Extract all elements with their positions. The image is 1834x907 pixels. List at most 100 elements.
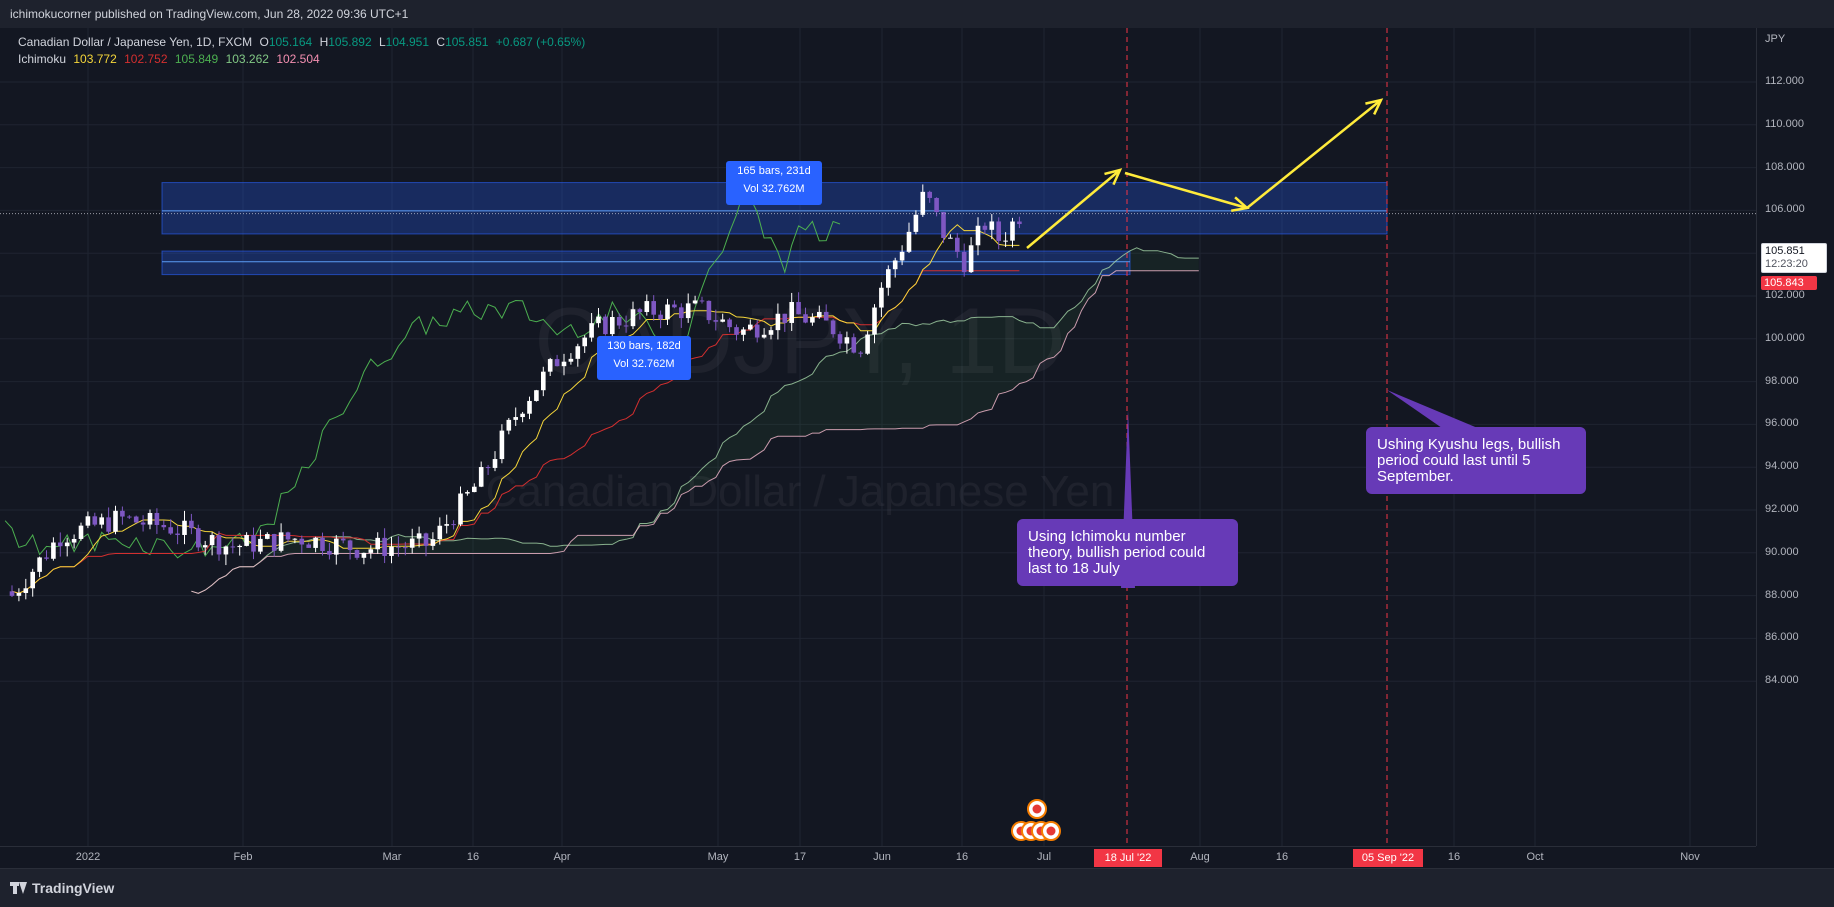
published-header: ichimokucorner published on TradingView.… [0,0,1834,28]
candle-body [554,359,560,367]
price-tick-label: 98.000 [1765,374,1799,387]
candle-body [382,537,387,556]
candle-body [948,237,953,239]
candle-body [78,525,84,539]
candle-body [182,520,187,535]
candle-body [196,528,201,548]
candle-body [913,214,919,232]
candle-body [389,546,394,556]
candle-body [354,550,360,558]
ohlc-close-value: 105.851 [445,35,489,49]
economic-events-icons [1011,799,1061,841]
candle-body [568,358,574,362]
tradingview-brand[interactable]: TradingView [32,880,115,896]
candle-body [334,538,339,555]
candle-body [775,313,781,331]
chikou-span-line [4,191,841,559]
arrow-up-1 [1026,168,1123,249]
ohlc-close: C105.851 [436,35,488,49]
candle-body [106,517,111,532]
candle-body [823,311,829,321]
candle-body [202,545,208,548]
candle-body [941,212,946,238]
candle-body [1017,221,1022,225]
current-price-tag: 105.851 12:23:20 [1761,243,1827,273]
currency-label: JPY [1765,33,1786,45]
price-tick-label: 106.000 [1765,203,1805,216]
candle-body [899,251,905,261]
candle-body [968,245,974,273]
candle-body [810,317,815,323]
candle-body [168,527,173,534]
price-tick-label: 94.000 [1765,460,1799,473]
senkou-span-a-line [191,247,1199,594]
candle-body [906,231,912,252]
candle-body [209,535,215,546]
candle-body [127,516,132,518]
ohlc-low-value: 104.951 [385,35,430,49]
symbol-title[interactable]: Canadian Dollar / Japanese Yen, 1D, FXCM [18,35,253,49]
candle-body [347,540,353,551]
candle-body [706,300,712,321]
indicator-value-tenkan: 103.772 [73,52,117,66]
candle-body [251,535,256,552]
candle-body [16,593,22,596]
ohlc-open-value: 105.164 [268,35,313,49]
time-tick-label: May [707,851,729,863]
candle-body [589,323,594,338]
time-tick-label: Feb [233,851,253,863]
indicator-name[interactable]: Ichimoku [18,52,67,66]
ohlc-high: H105.892 [320,35,372,49]
candle-body [58,542,63,547]
candle-body [830,320,836,335]
candle-body [444,524,449,526]
candle-body [541,371,546,391]
measure-label-130[interactable]: 130 bars, 182d Vol 32.762M [597,336,691,380]
bar-countdown: 12:23:20 [1765,258,1808,270]
candle-body [423,533,429,546]
candle-body [858,352,863,354]
price-tick-label: 86.000 [1765,631,1799,644]
candle-body [278,532,284,551]
candle-body [64,542,70,547]
candle-body [437,525,443,540]
candle-body [575,346,581,359]
price-axis[interactable]: JPY 112.000110.000108.000106.000104.0001… [1756,28,1834,846]
ohlc-low-label: L [378,35,386,49]
note-kyushu-legs[interactable]: Ushing Kyushu legs, bullish period could… [1366,427,1586,494]
candle-body [51,542,56,559]
candle-body [113,510,118,532]
candle-body [761,334,767,338]
candle-body [596,316,601,324]
price-tick-label: 90.000 [1765,545,1799,558]
candle-body [430,539,436,546]
symbol-legend-row[interactable]: Canadian Dollar / Japanese Yen, 1D, FXCM… [18,34,589,51]
tradingview-logo-icon[interactable] [10,882,28,894]
time-tick-label: 2022 [75,851,101,863]
candle-body [120,510,125,517]
time-tick-label: 16 [466,851,480,863]
price-change: +0.687 (+0.65%) [495,35,586,49]
candle-body [23,588,29,594]
indicator-legend-row[interactable]: Ichimoku 103.772 102.752 105.849 103.262… [18,51,589,68]
candle-body [975,225,981,246]
candle-body [927,191,932,198]
time-axis[interactable]: 2022 Feb Mar 16 Apr May 17 Jun 16 Jul Aug 16 16 Oct No… [0,846,1756,868]
candle-body [133,516,139,523]
candle-body [692,300,698,304]
price-tick-label: 112.000 [1765,75,1804,87]
candle-body [458,493,463,525]
candle-body [30,571,35,589]
candle-body [672,304,677,308]
price-tick-label: 110.000 [1765,117,1804,130]
note-pointer-kyushu [1387,390,1480,437]
measure-label-165[interactable]: 165 bars, 231d Vol 32.762M [726,161,822,205]
candle-body [154,512,160,525]
note-ichimoku-number-theory[interactable]: Using Ichimoku number theory, bullish pe… [1017,519,1238,586]
candle-body [368,549,374,553]
ohlc-high-value: 105.892 [328,35,372,49]
candle-body [872,307,877,335]
candle-body [644,301,650,312]
candle-body [223,546,229,555]
time-tick-label: 17 [793,851,807,863]
